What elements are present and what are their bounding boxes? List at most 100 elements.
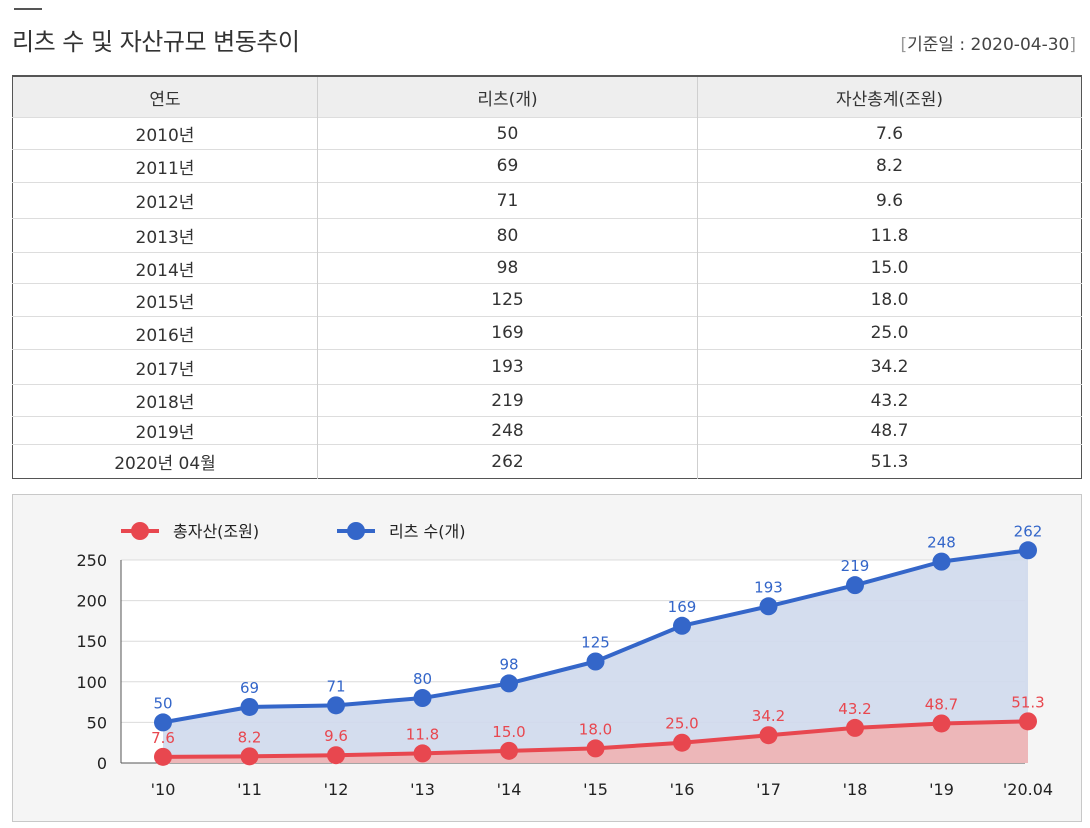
data-label: 219: [841, 557, 870, 575]
table-cell-reits: 71: [317, 182, 698, 219]
legend-marker: [347, 522, 365, 540]
table-cell-assets: 8.2: [697, 149, 1082, 183]
table-cell-reits: 69: [317, 149, 698, 183]
x-tick-label: '19: [929, 780, 954, 799]
table-cell-assets: 11.8: [697, 218, 1082, 253]
legend-label: 총자산(조원): [173, 522, 259, 541]
table-cell-assets: 48.7: [697, 416, 1082, 445]
table-cell-reits: 262: [317, 444, 698, 479]
data-label: 169: [668, 598, 697, 616]
data-point: [932, 552, 951, 571]
line-chart: 0 50 100 150 200 250 50 69 71 80 98 125 169 193 219 248…: [76, 522, 1053, 799]
table-row: 2015년 125 18.0: [12, 283, 1082, 317]
base-date: [기준일 : 2020-04-30]: [900, 35, 1076, 55]
y-tick-label: 150: [76, 632, 107, 651]
x-tick-label: '13: [410, 780, 435, 799]
table-cell-year: 2015년: [12, 283, 318, 317]
table-cell-assets: 25.0: [697, 316, 1082, 350]
data-label: 262: [1014, 522, 1043, 540]
x-tick-label: '14: [497, 780, 522, 799]
x-tick-label: '16: [670, 780, 695, 799]
base-date-label: 기준일 : 2020-04-30: [907, 35, 1070, 55]
data-point: [673, 616, 691, 635]
table-cell-assets: 34.2: [697, 349, 1082, 385]
data-label: 7.6: [151, 729, 175, 747]
page-title: 리츠 수 및 자산규모 변동추이: [12, 28, 300, 56]
table-cell-year: 2010년: [12, 117, 318, 150]
data-point: [500, 674, 518, 693]
data-point: [759, 726, 778, 745]
table-cell-year: 2018년: [12, 384, 318, 417]
table-cell-reits: 98: [317, 252, 698, 284]
data-label: 80: [413, 670, 432, 688]
table-row: 2014년 98 15.0: [12, 252, 1082, 284]
table-cell-year: 2016년: [12, 316, 318, 350]
table-cell-reits: 125: [317, 283, 698, 317]
table-header-row: 연도 리츠(개) 자산총계(조원): [12, 76, 1082, 118]
data-point: [673, 733, 691, 752]
y-tick-label: 0: [97, 754, 107, 773]
table-cell-year: 2020년 04월: [12, 444, 318, 479]
data-point: [1019, 541, 1037, 560]
data-label: 18.0: [579, 720, 612, 738]
data-label: 248: [927, 534, 956, 552]
y-tick-label: 250: [76, 551, 107, 570]
table-cell-assets: 7.6: [697, 117, 1082, 150]
table-cell-year: 2014년: [12, 252, 318, 284]
table-row: 2010년 50 7.6: [12, 117, 1082, 150]
data-point: [932, 714, 951, 733]
table-cell-year: 2011년: [12, 149, 318, 183]
data-label: 125: [581, 634, 610, 652]
x-tick-label: '20.04: [1003, 780, 1053, 799]
y-tick-label: 50: [87, 713, 107, 732]
data-label: 25.0: [665, 715, 698, 733]
reits-table: 연도 리츠(개) 자산총계(조원) 2010년 50 7.6 2011년 69 8.2 20…: [12, 75, 1082, 479]
data-point: [759, 597, 778, 616]
x-tick-label: '10: [151, 780, 176, 799]
x-tick-label: '15: [583, 780, 608, 799]
table-cell-year: 2017년: [12, 349, 318, 385]
x-tick-label: '12: [324, 780, 349, 799]
table-cell-reits: 80: [317, 218, 698, 253]
legend-marker: [131, 522, 149, 540]
chart-panel: 0 50 100 150 200 250 50 69 71 80 98 125 169 193 219 248…: [12, 494, 1082, 822]
data-label: 193: [754, 578, 783, 596]
title-accent-line: [14, 8, 42, 10]
data-point: [846, 576, 864, 595]
data-label: 71: [326, 677, 345, 695]
data-label: 51.3: [1011, 693, 1044, 711]
table-row: 2019년 248 48.7: [12, 416, 1082, 445]
data-point: [500, 741, 518, 760]
data-point: [154, 747, 172, 766]
table-row: 2011년 69 8.2: [12, 149, 1082, 183]
data-point: [413, 744, 432, 763]
data-label: 48.7: [925, 695, 958, 713]
y-tick-label: 200: [76, 592, 107, 611]
table-cell-year: 2012년: [12, 182, 318, 219]
data-label: 15.0: [492, 723, 525, 741]
table-row: 2018년 219 43.2: [12, 384, 1082, 417]
table-cell-assets: 15.0: [697, 252, 1082, 284]
table-row: 2012년 71 9.6: [12, 182, 1082, 219]
data-label: 8.2: [238, 728, 262, 746]
x-tick-label: '17: [756, 780, 781, 799]
data-point: [240, 747, 259, 766]
data-point: [327, 746, 345, 765]
data-point: [1019, 712, 1037, 731]
data-point: [413, 689, 432, 708]
legend-label: 리츠 수(개): [389, 522, 465, 541]
data-label: 69: [240, 679, 259, 697]
table-cell-assets: 43.2: [697, 384, 1082, 417]
series-area: [163, 550, 1028, 763]
data-point: [586, 739, 605, 758]
data-point: [240, 697, 259, 716]
data-label: 43.2: [838, 700, 871, 718]
col-header-reits: 리츠(개): [317, 76, 698, 118]
data-label: 11.8: [406, 725, 439, 743]
data-label: 98: [499, 655, 518, 673]
data-label: 9.6: [324, 727, 348, 745]
table-cell-reits: 219: [317, 384, 698, 417]
table-cell-assets: 18.0: [697, 283, 1082, 317]
data-point: [846, 718, 864, 737]
table-cell-year: 2019년: [12, 416, 318, 445]
